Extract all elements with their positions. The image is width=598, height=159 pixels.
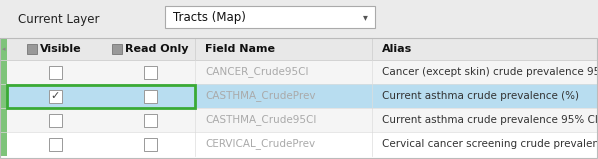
Text: Cervical cancer screening crude prevalence (%): Cervical cancer screening crude prevalen… <box>382 139 598 149</box>
Text: Tracts (Map): Tracts (Map) <box>173 10 246 24</box>
Text: CASTHMA_Crude95CI: CASTHMA_Crude95CI <box>205 114 316 125</box>
Text: Cancer (except skin) crude prevalence 95% CI: Cancer (except skin) crude prevalence 95… <box>382 67 598 77</box>
Bar <box>48 90 62 103</box>
Bar <box>0 84 598 108</box>
Bar <box>48 138 62 151</box>
Text: ✓: ✓ <box>50 91 60 101</box>
Bar <box>0 38 598 159</box>
Bar <box>0 38 598 60</box>
Bar <box>0 132 7 156</box>
Bar <box>7 84 195 107</box>
Text: Read Only: Read Only <box>125 44 188 54</box>
Bar <box>144 138 157 151</box>
Bar <box>0 60 7 84</box>
Text: CASTHMA_CrudePrev: CASTHMA_CrudePrev <box>205 90 316 101</box>
Bar <box>144 90 157 103</box>
Bar <box>0 108 598 132</box>
Text: ◂: ◂ <box>2 46 5 52</box>
Bar <box>0 108 7 132</box>
Bar <box>0 38 7 60</box>
Text: CERVICAL_CrudePrev: CERVICAL_CrudePrev <box>205 138 315 149</box>
Bar <box>48 66 62 79</box>
Text: Alias: Alias <box>382 44 412 54</box>
Bar <box>0 84 7 108</box>
Text: Field Name: Field Name <box>205 44 275 54</box>
Bar <box>144 114 157 127</box>
Text: ▾: ▾ <box>362 12 367 22</box>
Bar <box>0 38 597 158</box>
Bar <box>0 60 598 84</box>
Text: Current asthma crude prevalence 95% CI: Current asthma crude prevalence 95% CI <box>382 115 598 125</box>
Text: CANCER_Crude95CI: CANCER_Crude95CI <box>205 67 309 77</box>
Bar <box>112 44 122 54</box>
Bar <box>0 0 598 38</box>
Bar <box>0 132 598 156</box>
Bar <box>144 66 157 79</box>
Bar <box>48 114 62 127</box>
Text: Current asthma crude prevalence (%): Current asthma crude prevalence (%) <box>382 91 579 101</box>
Text: Current Layer: Current Layer <box>18 13 99 25</box>
Text: Visible: Visible <box>40 44 81 54</box>
Bar <box>27 44 37 54</box>
Bar <box>165 6 375 28</box>
